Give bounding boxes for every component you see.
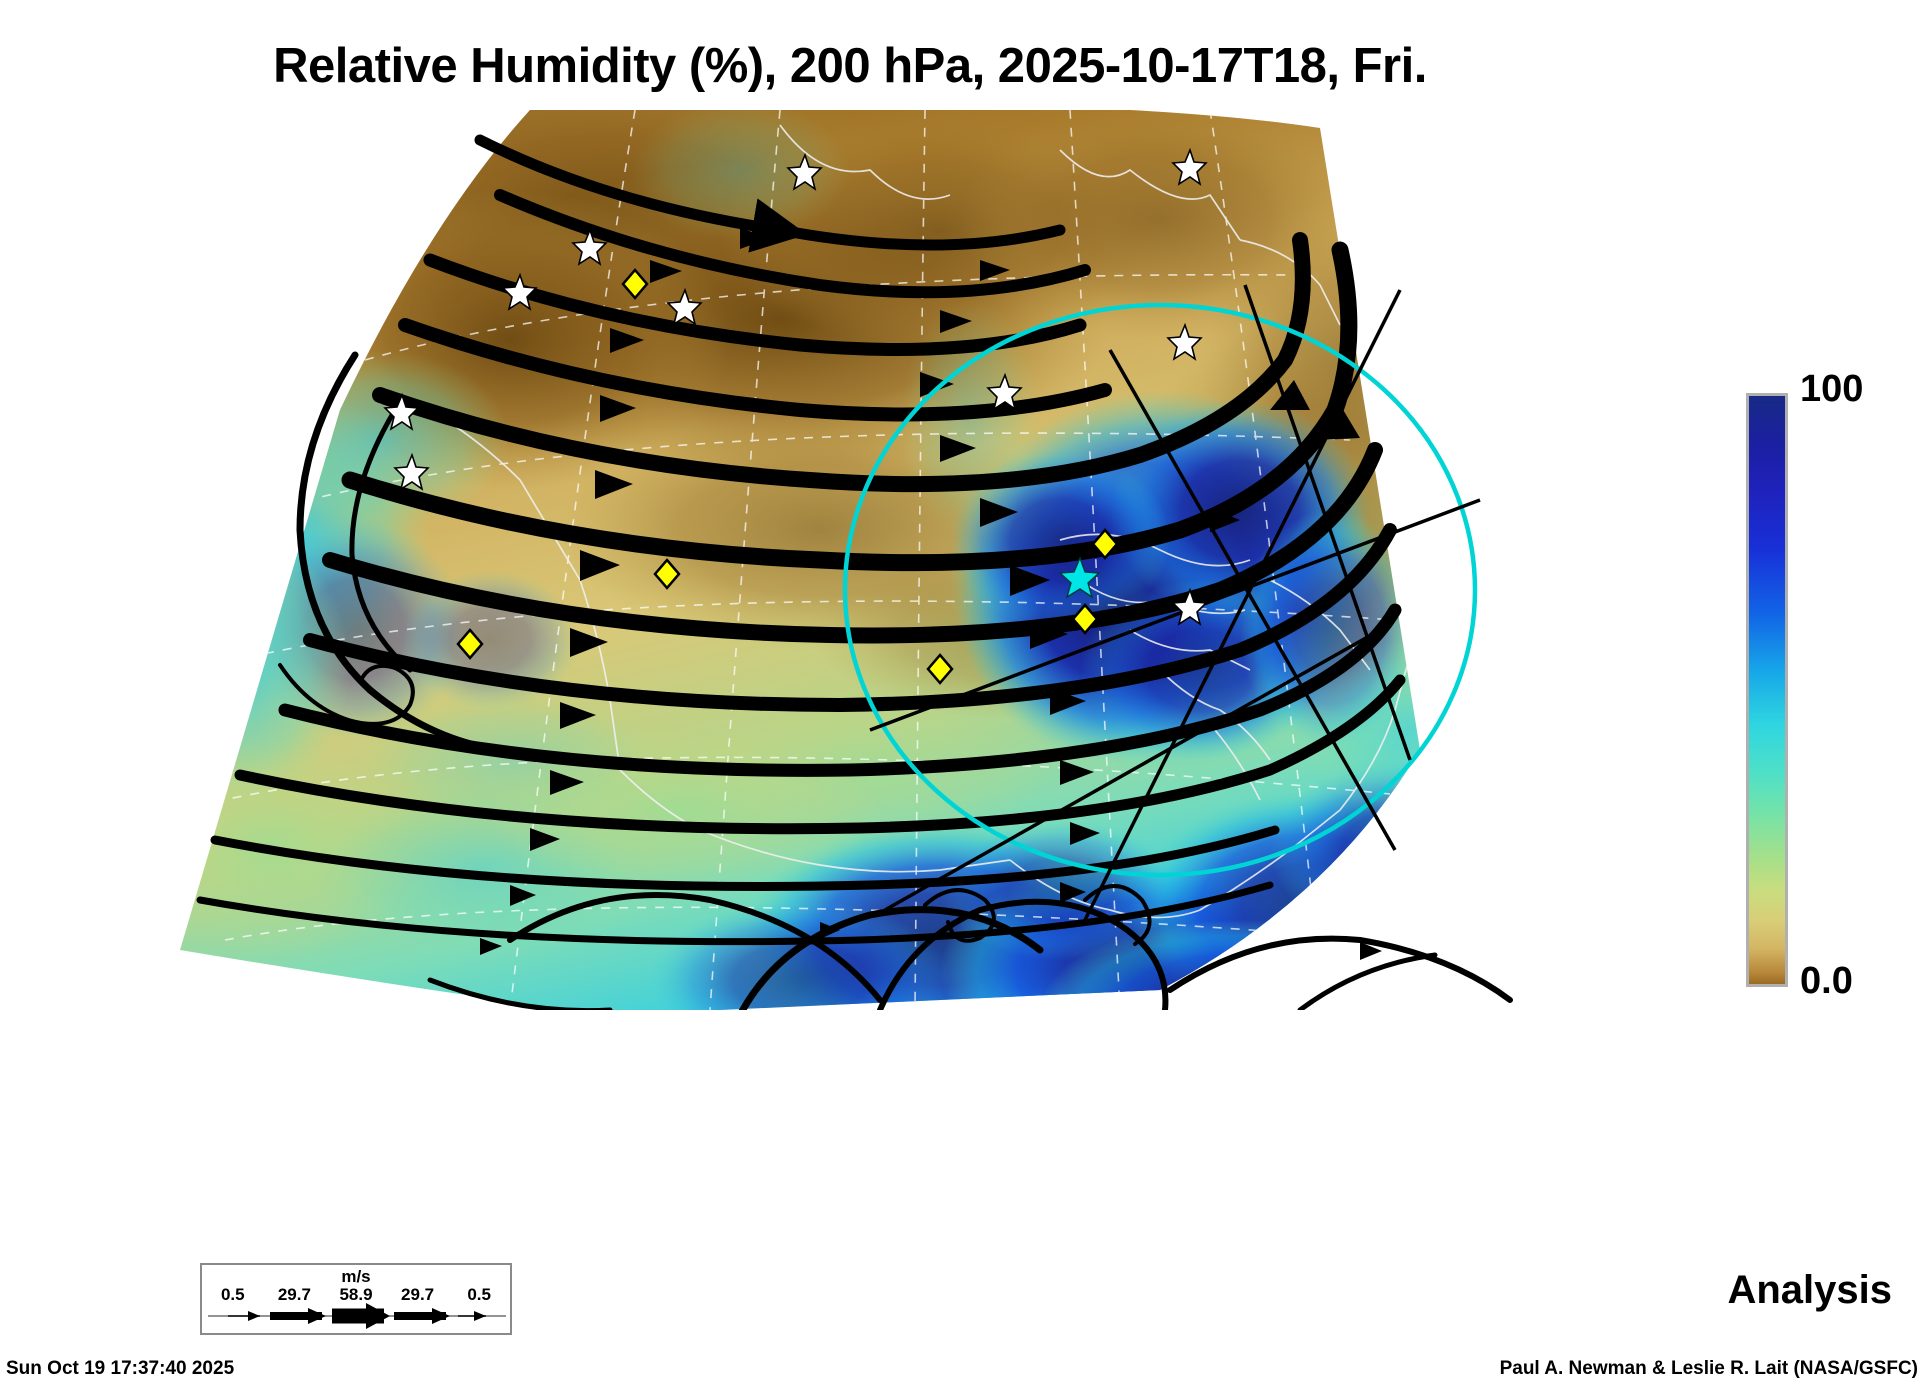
- white-star-marker[interactable]: [383, 147, 1208, 626]
- wind-legend-arrow-scale-icon: [208, 1303, 506, 1329]
- map-plot-area[interactable]: [180, 110, 1600, 1010]
- colorbar-max-label: 100: [1800, 368, 1864, 410]
- colorbar-min-label: 0.0: [1800, 960, 1853, 1002]
- wind-legend-unit-label: m/s: [341, 1267, 371, 1286]
- analysis-label: Analysis: [1727, 1268, 1892, 1312]
- yellow-diamond-marker[interactable]: [456, 268, 1119, 685]
- wind-legend-tick-3: 29.7: [401, 1285, 435, 1304]
- colorbar-gradient: [1746, 393, 1788, 987]
- wind-legend-tick-2: 58.9: [339, 1285, 373, 1304]
- author-credit: Paul A. Newman & Leslie R. Lait (NASA/GS…: [1499, 1358, 1918, 1379]
- map-svg: [180, 110, 1513, 1010]
- flight-track-lines: [869, 284, 1481, 921]
- wind-legend-tick-0: 0.5: [220, 1285, 245, 1304]
- wind-legend-tick-labels: 0.5 29.7 58.9 29.7 0.5: [202, 1285, 510, 1305]
- cyan-star-marker[interactable]: [1058, 556, 1101, 599]
- map-markers[interactable]: [383, 147, 1208, 685]
- wind-speed-legend: m/s 0.5 29.7 58.9 29.7 0.5: [200, 1263, 512, 1335]
- page-title: Relative Humidity (%), 200 hPa, 2025-10-…: [273, 39, 1427, 93]
- colorbar: [1746, 393, 1788, 987]
- generation-timestamp: Sun Oct 19 17:37:40 2025: [6, 1358, 235, 1379]
- wind-streamlines: [196, 134, 1513, 1010]
- range-circle: [842, 302, 1478, 878]
- wind-legend-tick-4: 0.5: [467, 1285, 491, 1304]
- wind-legend-tick-1: 29.7: [277, 1285, 311, 1304]
